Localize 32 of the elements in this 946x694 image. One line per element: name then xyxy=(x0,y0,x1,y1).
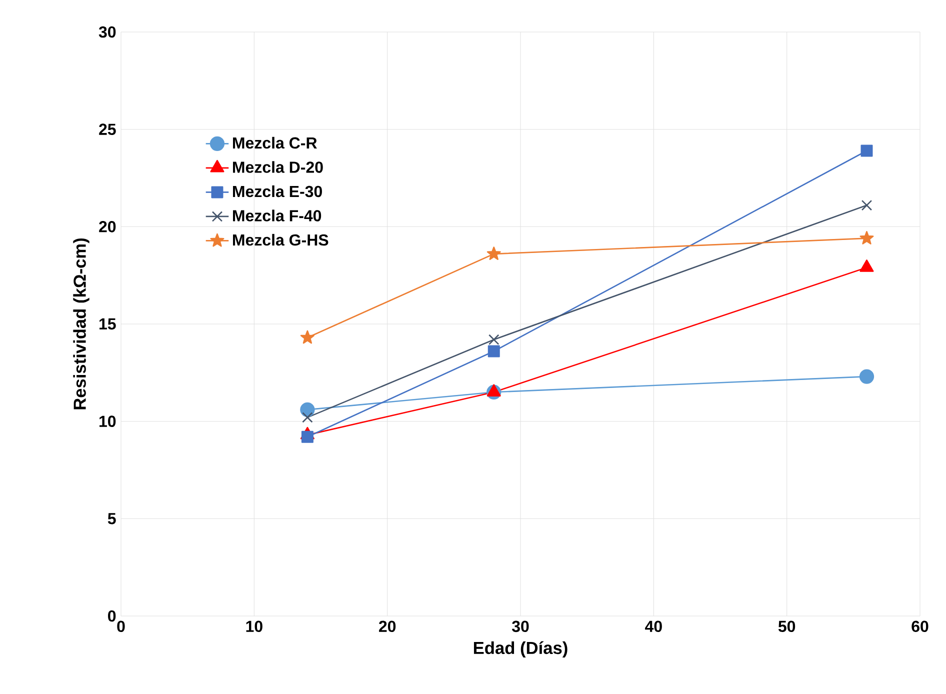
point xyxy=(301,430,314,443)
point xyxy=(860,231,874,244)
x-tick-label: 0 xyxy=(117,620,125,632)
legend-label: Mezcla D-20 xyxy=(233,161,323,173)
point xyxy=(859,369,874,384)
legend-label: Mezcla C-R xyxy=(233,136,317,149)
point xyxy=(488,334,500,345)
point xyxy=(300,402,315,417)
y-tick-label: 25 xyxy=(99,124,116,135)
x-tick-label: 60 xyxy=(912,620,928,632)
point xyxy=(861,200,872,211)
point xyxy=(486,246,501,260)
x-tick-label: 10 xyxy=(246,620,262,632)
legend-label: Mezcla G-HS xyxy=(233,234,328,246)
y-tick-label: 10 xyxy=(100,416,116,427)
y-tick-label: 0 xyxy=(108,610,116,622)
x-tick-label: 20 xyxy=(379,620,396,632)
y-axis-title: Resistividad (kΩ-cm) xyxy=(73,238,90,410)
y-tick-label: 5 xyxy=(108,513,116,524)
x-tick-label: 40 xyxy=(645,620,662,632)
point xyxy=(488,345,500,358)
x-tick-label: 30 xyxy=(512,620,529,632)
legend-label: Mezcla F-40 xyxy=(233,210,322,222)
point xyxy=(860,144,873,157)
y-tick-label: 30 xyxy=(98,26,116,38)
y-tick-label: 15 xyxy=(100,318,116,330)
point xyxy=(300,330,314,344)
point xyxy=(302,412,313,423)
legend-label: Mezcla E-30 xyxy=(233,185,322,198)
x-tick-label: 50 xyxy=(778,620,796,632)
x-axis-title: Edad (Días) xyxy=(474,641,568,658)
y-tick-label: 20 xyxy=(99,221,116,232)
